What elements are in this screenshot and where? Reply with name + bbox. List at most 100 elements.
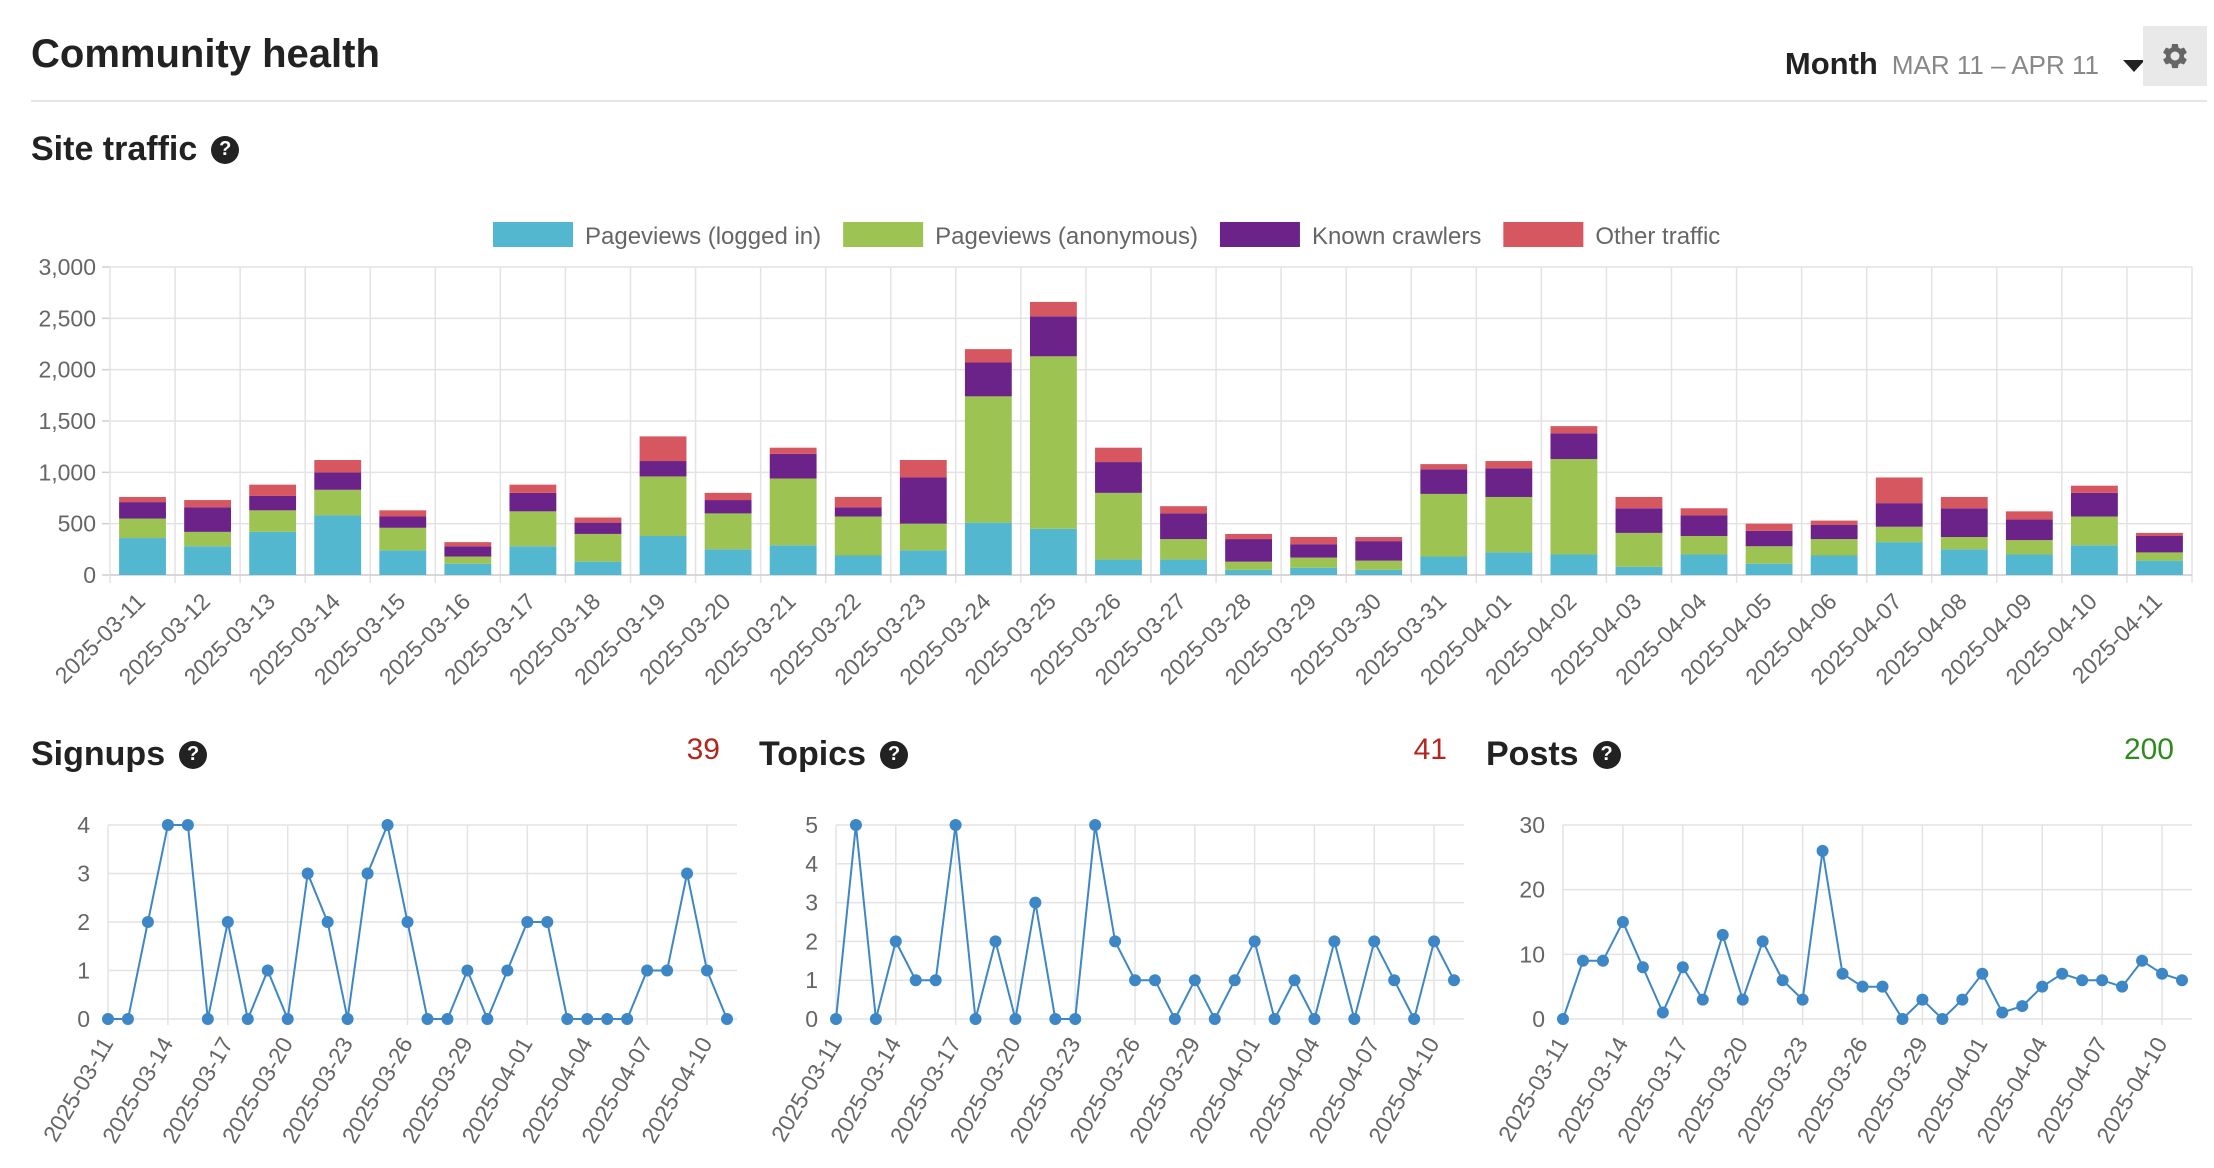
bar-segment [574,533,622,562]
data-point [621,1013,634,1025]
data-point [1049,1013,1062,1025]
data-point [721,1013,733,1025]
bar-segment [1810,524,1858,540]
data-point [830,1013,842,1025]
data-point [2156,967,2169,980]
bar-segment [574,522,622,534]
bar-segment [1160,513,1207,540]
bar-segment [574,561,622,575]
bar-segment [379,510,427,517]
series-line [1562,850,2183,1021]
bar-segment [379,516,427,528]
data-point [581,1013,594,1025]
bar-segment [1420,556,1468,575]
data-point [1796,993,1809,1006]
y-tick-label: 10 [1519,941,1545,967]
data-point [1756,935,1769,948]
data-point [481,1013,494,1025]
data-point [681,867,694,880]
y-tick-label: 2,500 [38,305,96,331]
bar-segment [2070,516,2118,546]
y-tick-label: 4 [805,851,818,877]
bar-segment [899,550,947,575]
bar-segment [2005,540,2053,555]
bar-segment [899,523,947,551]
bar-segment [2136,552,2183,561]
bar-segment [1029,528,1077,575]
bar-segment [2136,535,2183,553]
bar-segment [184,546,232,575]
data-point [461,964,474,977]
y-tick-label: 30 [1519,812,1545,838]
data-point [1816,844,1829,857]
bar-segment [1095,559,1142,575]
data-point [909,974,922,987]
bar-segment [1290,557,1338,568]
data-point [201,1013,214,1025]
bar-segment [834,516,882,556]
settings-button[interactable] [2143,26,2207,86]
data-point [241,1013,254,1025]
data-point [1676,961,1689,974]
legend-swatch [843,222,924,247]
question-icon[interactable]: ? [880,740,909,769]
bar-segment [249,531,297,575]
bar-segment [1095,492,1142,560]
topics-label: Topics [759,735,867,773]
data-point [1716,928,1729,941]
question-icon[interactable]: ? [211,135,240,164]
data-point [1009,1013,1022,1025]
bar-segment [1940,537,1988,550]
bar-segment [119,518,166,539]
series-line [835,824,1455,1022]
question-icon[interactable]: ? [179,740,208,769]
bar-segment [1355,569,1403,575]
data-point [1557,1013,1569,1025]
bar-segment [574,517,622,523]
period-selector[interactable]: Month MAR 11 – APR 11 [1785,46,2099,82]
bar-segment [1810,539,1858,556]
data-point [1069,1013,1082,1025]
data-point [441,1013,454,1025]
data-point [421,1013,434,1025]
data-point [1368,935,1381,948]
bar-segment [964,396,1012,523]
question-icon[interactable]: ? [1592,740,1621,769]
bar-segment [769,545,817,575]
bar-segment [1875,526,1923,543]
data-point [1089,819,1102,831]
bar-segment [1485,496,1533,553]
bar-segment [119,496,166,503]
data-point [1596,954,1609,967]
bar-segment [1290,567,1338,575]
bar-segment [184,507,232,532]
data-point [1268,1013,1281,1025]
bar-segment [1680,508,1728,516]
bar-segment [1550,426,1598,434]
data-point [501,964,514,977]
data-point [2056,967,2069,980]
legend-label: Other traffic [1595,223,1720,250]
data-point [1996,1006,2009,1019]
y-tick-label: 1,500 [38,408,96,434]
data-point [1109,935,1122,948]
data-point [1576,954,1589,967]
bar-segment [1810,520,1858,525]
bar-segment [1680,535,1728,555]
bar-segment [1745,546,1793,564]
caret-down-icon[interactable] [2123,60,2145,72]
bar-segment [1940,496,1988,509]
bar-segment [444,542,492,547]
data-point [2136,954,2149,967]
bar-segment [249,495,297,511]
bar-segment [1225,533,1273,540]
bar-segment [249,510,297,532]
bar-segment [1680,515,1728,536]
bar-segment [639,476,687,536]
y-tick-label: 3 [805,890,818,916]
bar-segment [1160,559,1207,575]
bar-segment [119,538,166,575]
bar-segment [1225,561,1273,570]
period-range: MAR 11 – APR 11 [1891,50,2099,80]
